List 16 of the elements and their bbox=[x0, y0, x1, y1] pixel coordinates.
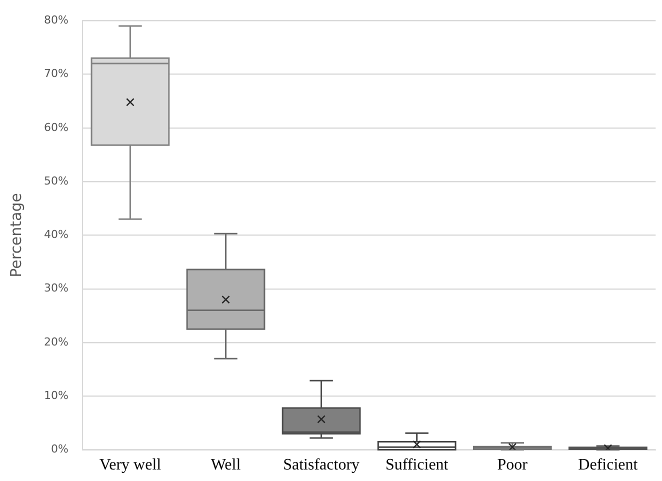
y-tick-label: 10% bbox=[44, 389, 68, 402]
x-tick-label: Satisfactory bbox=[283, 456, 360, 474]
y-tick-label: 80% bbox=[44, 13, 68, 26]
x-tick-label: Sufficient bbox=[385, 456, 449, 474]
y-tick-label: 0% bbox=[50, 442, 68, 456]
y-tick-label: 20% bbox=[44, 335, 68, 348]
y-axis-title: Percentage bbox=[6, 193, 25, 278]
y-tick-label: 70% bbox=[44, 67, 68, 80]
y-tick-label: 30% bbox=[44, 282, 68, 295]
x-tick-label: Poor bbox=[497, 456, 528, 474]
y-tick-label: 60% bbox=[44, 120, 68, 134]
y-tick-label: 40% bbox=[44, 228, 68, 242]
y-tick-label: 50% bbox=[44, 174, 68, 188]
x-tick-label: Well bbox=[210, 456, 242, 474]
x-tick-label: Deficient bbox=[578, 456, 638, 474]
x-tick-label: Very well bbox=[99, 456, 162, 474]
